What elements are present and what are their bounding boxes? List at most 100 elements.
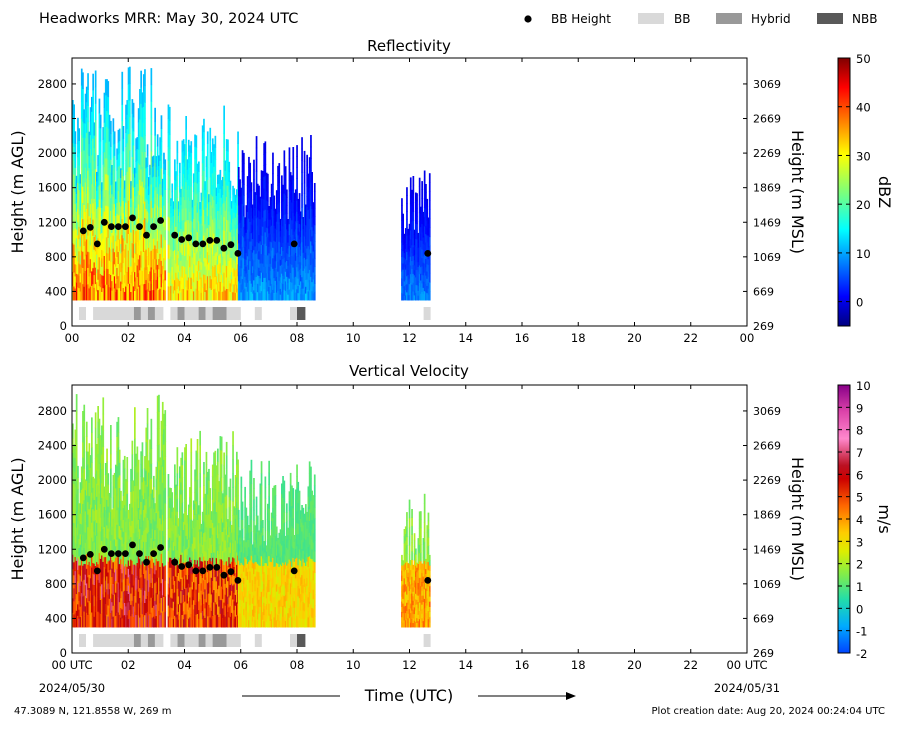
echo-cell [82, 72, 84, 89]
x-tick-label: 22 [683, 331, 698, 345]
echo-cell [164, 230, 166, 241]
bb-height-point [80, 228, 87, 235]
y-tick-label: 2800 [38, 77, 67, 91]
figure-title: Headworks MRR: May 30, 2024 UTC [39, 11, 298, 27]
y-tick-label: 400 [45, 284, 67, 298]
bb-type-segment [79, 307, 86, 320]
echo-cell [314, 283, 316, 292]
echo-cell [174, 159, 176, 169]
echo-cell [83, 452, 85, 468]
echo-cell [126, 457, 128, 470]
echo-cell [86, 436, 88, 451]
echo-cell [76, 411, 78, 428]
echo-cell [265, 141, 267, 153]
echo-cell [78, 153, 80, 166]
echo-cell [226, 455, 228, 469]
echo-cell [197, 439, 199, 453]
echo-cell [185, 444, 187, 458]
y-tick-label: 1600 [38, 181, 67, 195]
echo-cell [401, 206, 403, 214]
echo-cell [206, 452, 208, 465]
x-tick-label: 08 [290, 331, 305, 345]
echo-cell [164, 410, 166, 426]
echo-cell [256, 136, 258, 148]
echo-cell [429, 219, 431, 229]
echo-cell [314, 191, 316, 200]
echo-cell [106, 461, 108, 474]
echo-cell [223, 106, 225, 120]
echo-cell [133, 103, 135, 118]
echo-cell [151, 419, 153, 434]
echo-cell [154, 135, 156, 149]
echo-cell [314, 292, 316, 301]
echo-cell [301, 161, 303, 173]
echo-cell [129, 83, 131, 100]
legend-nbb-swatch [817, 13, 843, 24]
echo-cell [221, 464, 223, 478]
echo-cell [314, 200, 316, 209]
echo-cell [310, 147, 312, 159]
echo-cell [203, 119, 205, 132]
bb-type-segment [170, 307, 177, 320]
bb-type-segment [93, 307, 134, 320]
echo-cell [87, 89, 89, 106]
echo-cell [182, 452, 184, 465]
echo-cell [121, 88, 123, 105]
echo-cell [164, 550, 166, 566]
echo-cell [100, 141, 102, 155]
echo-cell [286, 190, 288, 198]
echo-cell [110, 134, 112, 147]
bb-type-segment [185, 307, 199, 320]
echo-cell [272, 153, 274, 164]
echo-cell [237, 471, 239, 483]
echo-cell [272, 174, 274, 185]
echo-cell [177, 175, 179, 187]
echo-cell [151, 134, 153, 151]
bb-height-point [206, 237, 213, 244]
echo-cell [102, 414, 104, 431]
bb-height-point [235, 250, 242, 257]
echo-cell [289, 147, 291, 158]
echo-cell [310, 159, 312, 171]
echo-cell [237, 483, 239, 495]
y-tick-label: 0 [60, 319, 67, 333]
echo-cell [304, 172, 306, 183]
echo-cell [413, 212, 415, 221]
bb-type-segment [155, 307, 163, 320]
echo-cell [243, 163, 245, 174]
echo-cell [226, 442, 228, 456]
echo-cell [429, 282, 431, 292]
echo-cell [182, 490, 184, 503]
echo-cell [164, 240, 166, 251]
echo-cell [223, 147, 225, 161]
echo-cell [253, 180, 255, 190]
echo-cell [190, 175, 192, 187]
echo-cell [196, 135, 198, 147]
y-tick-label: 1200 [38, 215, 67, 229]
echo-cell [301, 149, 303, 161]
echo-cell [114, 131, 116, 143]
bb-type-segment [148, 307, 155, 320]
echo-cell [237, 460, 239, 472]
echo-cell [267, 174, 269, 183]
echo-cell [77, 466, 79, 478]
bb-type-segment [199, 307, 206, 320]
echo-cell [413, 194, 415, 203]
echo-cell [314, 183, 316, 192]
bb-height-point [185, 234, 192, 241]
echo-cell [286, 197, 288, 205]
echo-cell [232, 431, 234, 445]
echo-cell [207, 143, 209, 155]
echo-cell [237, 156, 239, 168]
echo-cell [100, 154, 102, 168]
echo-cell [223, 133, 225, 147]
echo-cell [197, 452, 199, 466]
echo-cell [424, 171, 426, 181]
echo-cell [177, 486, 179, 499]
echo-cell [429, 182, 431, 192]
echo-cell [110, 454, 112, 469]
echo-cell [110, 147, 112, 160]
echo-cell [147, 144, 149, 156]
echo-cell [100, 115, 102, 129]
echo-cell [185, 496, 187, 510]
